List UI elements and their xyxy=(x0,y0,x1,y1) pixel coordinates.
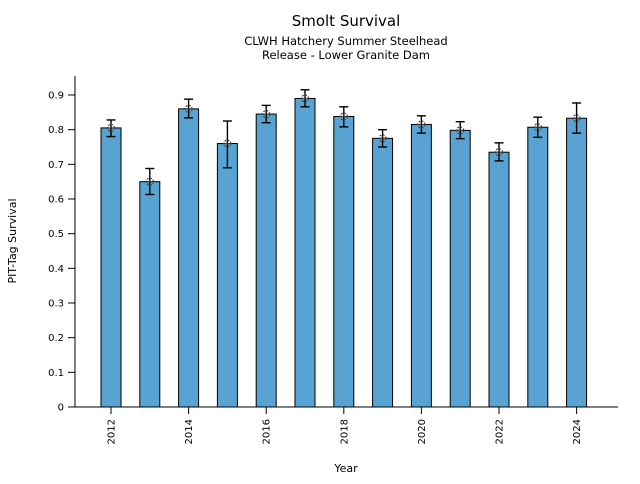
y-tick-label-0.9: 0.9 xyxy=(48,91,64,102)
x-tick-label-2022: 2022 xyxy=(495,419,506,444)
y-tick-label-0.5: 0.5 xyxy=(48,229,64,240)
marker-2020 xyxy=(417,120,426,129)
marker-2022 xyxy=(494,148,504,157)
y-tick-label-0: 0 xyxy=(58,403,64,414)
bar-2022 xyxy=(488,151,510,408)
bar-2018 xyxy=(333,115,355,408)
x-tick-label-2020: 2020 xyxy=(417,419,428,444)
bar-2019 xyxy=(372,137,394,408)
marker-2019 xyxy=(378,134,387,143)
chart-subtitle-line1: CLWH Hatchery Summer Steelhead xyxy=(244,34,447,48)
y-tick-label-0.6: 0.6 xyxy=(48,195,64,206)
x-tick-label-2024: 2024 xyxy=(572,419,583,444)
chart-subtitle-line2: Release - Lower Granite Dam xyxy=(262,48,430,62)
x-tick-label-2012: 2012 xyxy=(107,419,118,444)
marker-2016 xyxy=(262,110,271,119)
bar-2014 xyxy=(178,108,200,408)
x-tick-label-2014: 2014 xyxy=(184,419,195,444)
marker-2021 xyxy=(456,126,465,135)
bar-2013 xyxy=(139,181,161,408)
marker-2012 xyxy=(106,123,116,132)
marker-2023 xyxy=(533,123,542,132)
y-tick-label-0.8: 0.8 xyxy=(48,125,64,136)
y-tick-label-0.4: 0.4 xyxy=(48,264,64,275)
bar-2024 xyxy=(566,117,588,408)
y-tick-label-0.3: 0.3 xyxy=(48,299,64,310)
chart-title: Smolt Survival xyxy=(292,12,401,30)
marker-2015 xyxy=(223,139,232,148)
bar-2021 xyxy=(449,129,471,408)
plot-area: 0 0.1 0.2 0.3 0.4 0.5 0.6 0.7 0.8 0.9 2012 2014 2016… xyxy=(48,76,618,444)
marker-2018 xyxy=(339,112,348,121)
marker-2013 xyxy=(145,177,154,186)
bar-2012 xyxy=(100,127,122,408)
bar-2016 xyxy=(255,113,277,408)
y-tick-label-0.2: 0.2 xyxy=(48,333,64,344)
y-tick-label-0.1: 0.1 xyxy=(48,368,64,379)
y-axis-label: PIT-Tag Survival xyxy=(6,198,19,283)
marker-2014 xyxy=(184,104,193,113)
bar-2015 xyxy=(216,143,238,408)
y-tick-label-0.7: 0.7 xyxy=(48,160,64,171)
bar-2017 xyxy=(294,97,316,408)
bar-2020 xyxy=(410,123,432,408)
marker-2024 xyxy=(572,114,581,123)
x-axis-label: Year xyxy=(333,462,358,475)
x-tick-label-2018: 2018 xyxy=(339,419,350,444)
marker-2017 xyxy=(300,94,310,103)
bar-2023 xyxy=(527,126,549,408)
x-tick-label-2016: 2016 xyxy=(262,419,273,444)
